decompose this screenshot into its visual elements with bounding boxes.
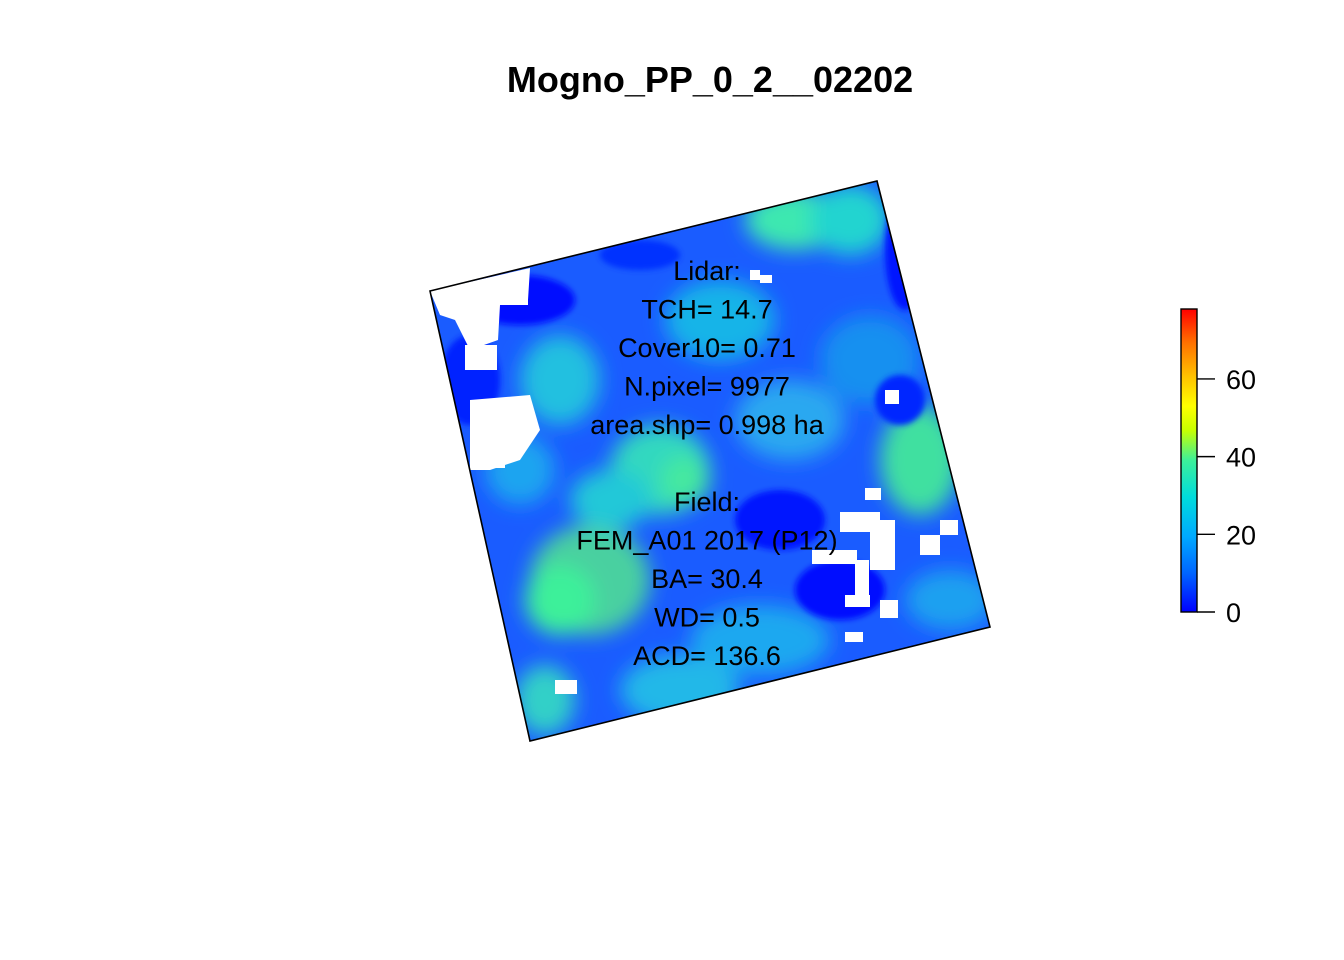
plot-text-line: Field:: [674, 487, 740, 517]
plot-annotation: Lidar: TCH= 14.7 Cover10= 0.71 N.pixel= 997…: [576, 256, 837, 671]
plot-text-line: TCH= 14.7: [641, 295, 772, 325]
plot-text-line: area.shp= 0.998 ha: [590, 410, 824, 440]
plot-text-line: FEM_A01 2017 (P12): [576, 526, 837, 556]
nodata-gaps: [430, 268, 958, 694]
plot-text-line: N.pixel= 9977: [624, 372, 790, 402]
color-scale: 0 20 40 60: [1180, 308, 1256, 628]
plot-text-line: Cover10= 0.71: [618, 333, 796, 363]
color-scale-tick-label: 20: [1226, 520, 1256, 550]
plot-title: Mogno_PP_0_2__02202: [506, 59, 914, 100]
raster-tile: [430, 181, 990, 741]
color-scale-tick-label: 40: [1226, 443, 1256, 473]
raster-border: [429, 180, 991, 742]
plot-text-line: ACD= 136.6: [633, 641, 781, 671]
color-scale-tick-label: 60: [1226, 365, 1256, 395]
color-scale-bar: [1180, 308, 1198, 613]
plot-text-line: WD= 0.5: [654, 603, 760, 633]
color-scale-tick-label: 0: [1226, 598, 1241, 628]
plot-text-line: Lidar:: [673, 256, 741, 286]
color-scale-ticks: 0 20 40 60: [1197, 365, 1256, 628]
plot-text-line: BA= 30.4: [651, 564, 763, 594]
